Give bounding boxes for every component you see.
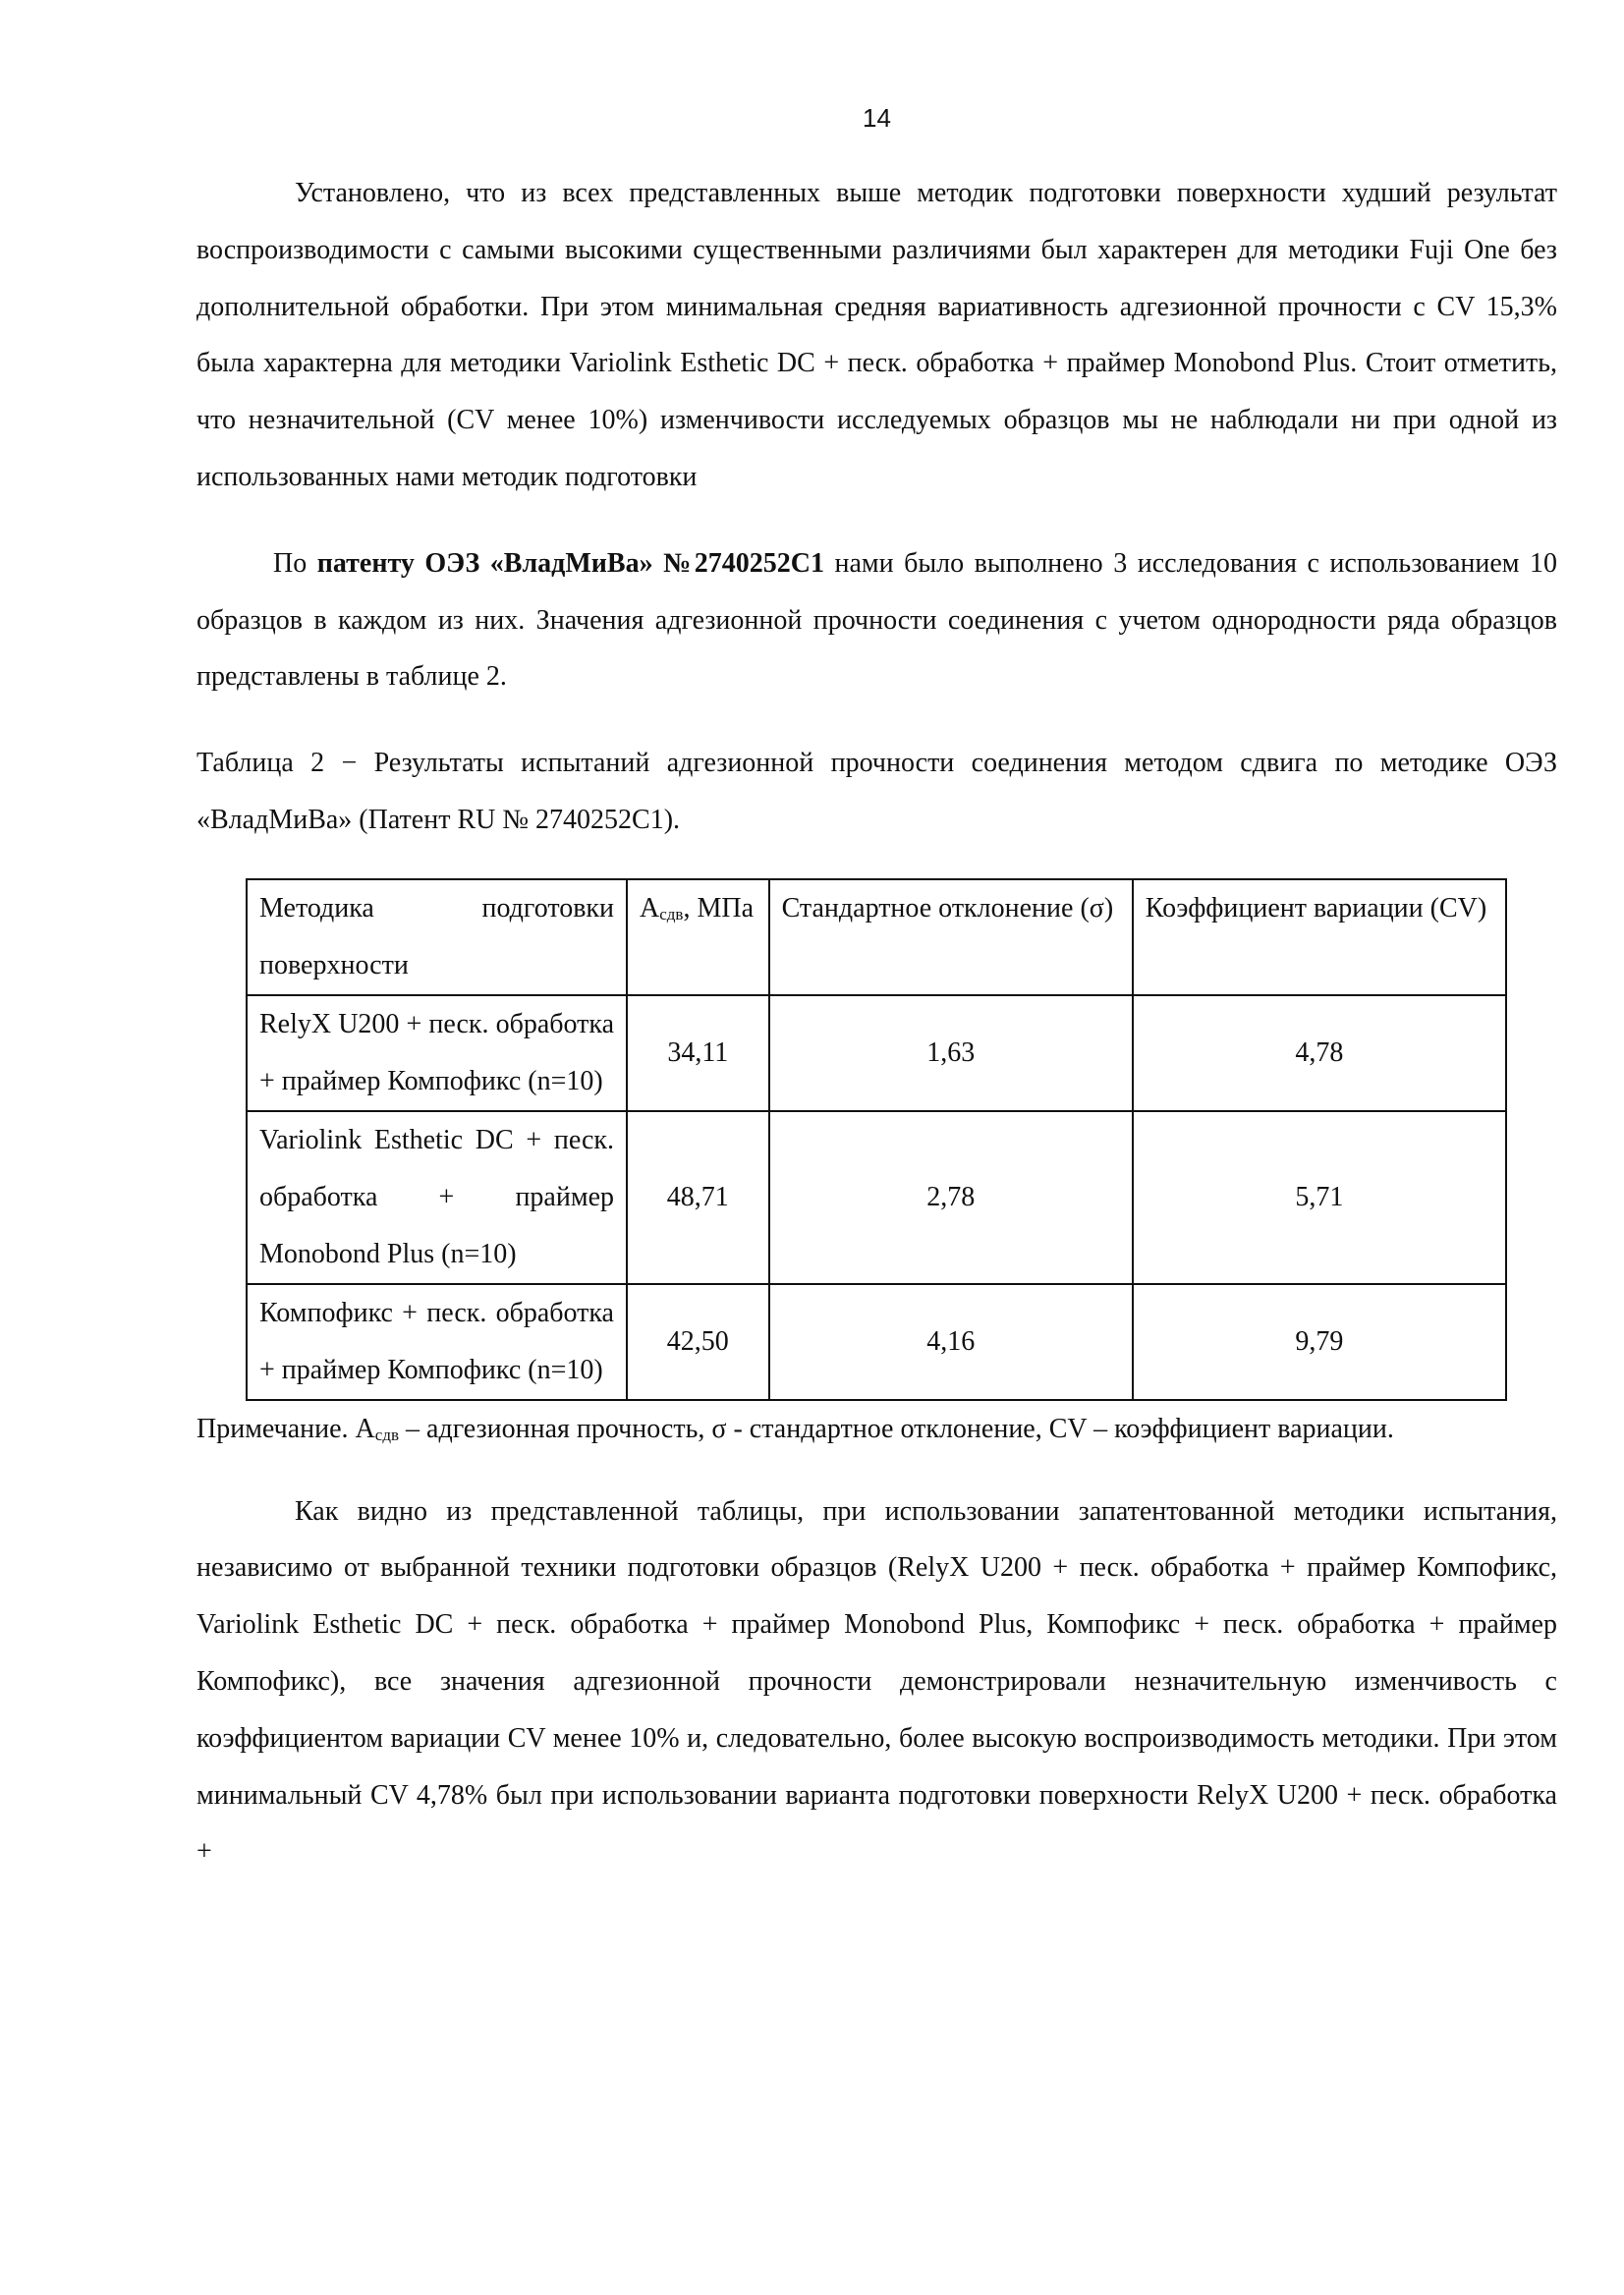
header-adhesion-unit: , МПа [683,892,755,924]
page-number: 14 [863,103,891,133]
note-text: – адгезионная прочность, σ - стандартное… [399,1413,1394,1444]
note-prefix: Примечание. А [196,1413,375,1444]
cell-cv: 4,78 [1131,993,1508,1112]
cell-adhesion: 42,50 [626,1282,770,1401]
header-cv: Коэффициент вариации (CV) [1131,877,1508,996]
paragraph-1: Установлено, что из всех представленных … [196,178,1557,492]
paragraph-2: По патенту ОЭЗ «ВладМиВа» №2740252С1 нам… [196,535,1557,705]
note-subscript: сдв [374,1425,400,1444]
cell-sd: 1,63 [767,993,1134,1112]
cell-sd: 2,78 [767,1109,1134,1285]
table-header-row: Методика подготовки поверхности Асдв, МП… [246,877,1508,996]
table-caption: Таблица 2 − Результаты испытаний адгезио… [196,748,1557,835]
cell-adhesion: 34,11 [626,993,770,1112]
cell-method: Variolink Esthetic DC + песк. обработка … [246,1109,628,1285]
table-row: Variolink Esthetic DC + песк. обработка … [246,1109,1508,1285]
header-adhesion-subscript: сдв [659,904,684,924]
table-row: Компофикс + песк. обработка + праймер Ко… [246,1282,1508,1401]
paragraph-2-start: По [273,547,317,579]
results-table: Методика подготовки поверхности Асдв, МП… [246,877,1508,1401]
cell-sd: 4,16 [767,1282,1134,1401]
cell-method: RelyX U200 + песк. обработка + праймер К… [246,993,628,1112]
header-adhesion-symbol: А [640,892,660,924]
table-wrapper: Методика подготовки поверхности Асдв, МП… [196,877,1557,1401]
cell-cv: 5,71 [1131,1109,1508,1285]
cell-adhesion: 48,71 [626,1109,770,1285]
paragraph-3: Как видно из представленной таблицы, при… [196,1495,1557,1868]
table-note: Примечание. Асдв – адгезионная прочность… [196,1401,1557,1458]
cell-cv: 9,79 [1131,1282,1508,1401]
table-row: RelyX U200 + песк. обработка + праймер К… [246,993,1508,1112]
cell-method: Компофикс + песк. обработка + праймер Ко… [246,1282,628,1401]
header-sd: Стандартное отклонение (σ) [767,877,1134,996]
paragraph-2-end: нами было выполнено 3 исследования с исп… [196,547,1557,693]
patent-reference: патенту ОЭЗ «ВладМиВа» №2740252С1 [316,547,824,579]
header-adhesion: Асдв, МПа [626,877,770,996]
header-method: Методика подготовки поверхности [246,877,628,996]
